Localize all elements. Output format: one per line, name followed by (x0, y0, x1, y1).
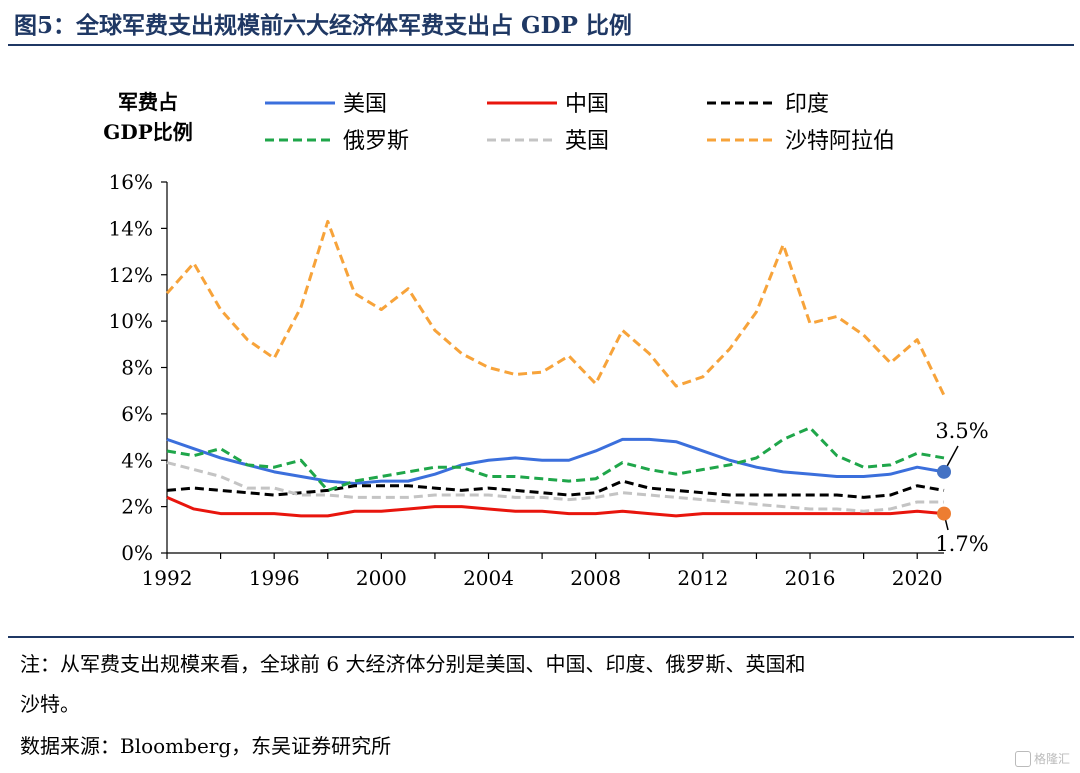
x-tick-label: 2000 (356, 566, 407, 590)
y-tick-label: 14% (109, 216, 153, 240)
y-axis-title-line1: 军费占 (118, 90, 178, 114)
series-line-3 (166, 426, 945, 492)
y-tick-label: 6% (121, 402, 153, 426)
legend-label: 美国 (343, 92, 387, 117)
end-marker (937, 506, 951, 521)
legend-item: 沙特阿拉伯 (707, 129, 895, 154)
y-axis-title: 军费占 GDP比例 (103, 90, 192, 144)
title-divider (8, 44, 1074, 46)
series-line-5 (165, 219, 946, 396)
x-tick-label: 2020 (892, 566, 943, 590)
series-line-0 (166, 437, 945, 485)
annotation-layer: 3.5% 1.7% (935, 419, 988, 556)
annotation-label: 1.7% (935, 532, 988, 556)
watermark: 格隆汇 (1014, 750, 1070, 767)
axes: 0% 2% 4% 6% 8% 10% 12% 14% 16% 1992 1996 2000 2004 20… (109, 170, 944, 590)
watermark-text: 格隆汇 (1033, 751, 1070, 766)
footnote-line-1: 注：从军费支出规模来看，全球前 6 大经济体分别是美国、中国、印度、俄罗斯、英国… (20, 652, 806, 676)
data-source: 数据来源：Bloomberg，东吴证券研究所 (20, 734, 392, 758)
x-tick-label: 2008 (570, 566, 621, 590)
y-tick-label: 10% (109, 309, 153, 333)
y-tick-label: 8% (121, 356, 153, 380)
legend-item: 俄罗斯 (265, 129, 409, 154)
legend-item: 美国 (265, 92, 387, 117)
x-tick-label: 2004 (463, 566, 514, 590)
legend-label: 印度 (785, 92, 829, 117)
y-axis-title-line2: GDP比例 (103, 120, 192, 144)
legend-label: 俄罗斯 (343, 129, 409, 154)
legend-item: 印度 (707, 92, 829, 117)
series-layer (165, 219, 946, 518)
watermark-logo-icon (1014, 751, 1031, 767)
end-marker (937, 464, 951, 479)
y-tick-label: 16% (109, 170, 153, 194)
footer-divider (8, 636, 1074, 638)
legend-item: 中国 (487, 92, 609, 117)
y-tick-label: 0% (121, 541, 153, 565)
legend-label: 英国 (565, 129, 609, 154)
x-tick-label: 2012 (677, 566, 728, 590)
series-line-1 (166, 495, 945, 518)
y-tick-label: 2% (121, 495, 153, 519)
footnote-line-2: 沙特。 (20, 692, 80, 716)
y-tick-label: 12% (109, 263, 153, 287)
legend-label: 沙特阿拉伯 (785, 129, 895, 154)
legend-label: 中国 (565, 92, 609, 117)
series-line-4 (166, 461, 944, 513)
x-tick-label: 1992 (142, 566, 193, 590)
x-tick-label: 2016 (785, 566, 836, 590)
figure-title: 图5：全球军费支出规模前六大经济体军费支出占 GDP 比例 (14, 12, 632, 39)
legend-item: 英国 (487, 129, 609, 154)
x-tick-label: 1996 (249, 566, 300, 590)
y-tick-label: 4% (121, 448, 153, 472)
annotation-label: 3.5% (935, 419, 988, 443)
